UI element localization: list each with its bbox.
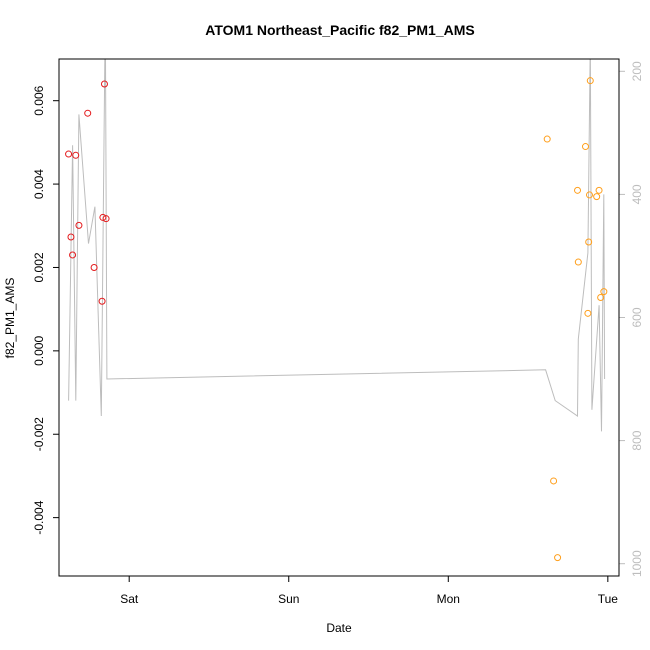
x-axis-label: Date	[326, 621, 352, 635]
x-tick-label: Tue	[598, 592, 619, 606]
axes-layer: -0.004 -0.002 0.000 0.002 0.004 0.006 200 400 60…	[32, 61, 644, 606]
y-tick-label: 0.006	[32, 85, 46, 115]
data-point	[581, 143, 589, 151]
data-point	[593, 193, 601, 201]
data-point	[584, 309, 592, 317]
y-tick-label: 0.002	[32, 252, 46, 282]
data-point	[67, 233, 75, 241]
y2-tick-label: 600	[630, 307, 644, 327]
y2-tick-label: 800	[630, 430, 644, 450]
data-point	[550, 477, 558, 485]
altitude-line	[68, 59, 606, 432]
data-point	[75, 221, 83, 229]
data-point	[69, 251, 77, 259]
data-point	[597, 293, 605, 301]
data-point	[554, 554, 562, 562]
x-tick-label: Sun	[278, 592, 299, 606]
y2-tick-label: 200	[630, 61, 644, 81]
y-axis-label: f82_PM1_AMS	[3, 278, 17, 359]
x-tick-label: Sat	[120, 592, 139, 606]
data-point	[586, 77, 594, 85]
data-point	[84, 109, 92, 117]
data-point	[65, 150, 73, 158]
points-layer	[65, 77, 608, 562]
data-point	[585, 191, 593, 199]
y-tick-label: 0.000	[32, 336, 46, 366]
data-point	[574, 186, 582, 194]
data-point	[102, 215, 110, 223]
y2-tick-label: 400	[630, 184, 644, 204]
chart-title: ATOM1 Northeast_Pacific f82_PM1_AMS	[205, 22, 474, 38]
plot-frame	[58, 58, 620, 577]
y-tick-label: -0.002	[32, 417, 46, 451]
y-tick-label: -0.004	[32, 500, 46, 534]
data-point	[100, 80, 108, 88]
data-point	[90, 263, 98, 271]
data-point	[543, 135, 551, 143]
y-tick-label: 0.004	[32, 169, 46, 199]
data-point	[72, 151, 80, 159]
altitude-line-layer	[68, 59, 606, 432]
data-point	[98, 297, 106, 305]
data-point	[600, 288, 608, 296]
data-point	[585, 238, 593, 246]
data-point	[595, 186, 603, 194]
y2-tick-label: 1000	[630, 550, 644, 577]
data-point	[574, 258, 582, 266]
x-tick-label: Mon	[437, 592, 460, 606]
data-point	[99, 213, 107, 221]
